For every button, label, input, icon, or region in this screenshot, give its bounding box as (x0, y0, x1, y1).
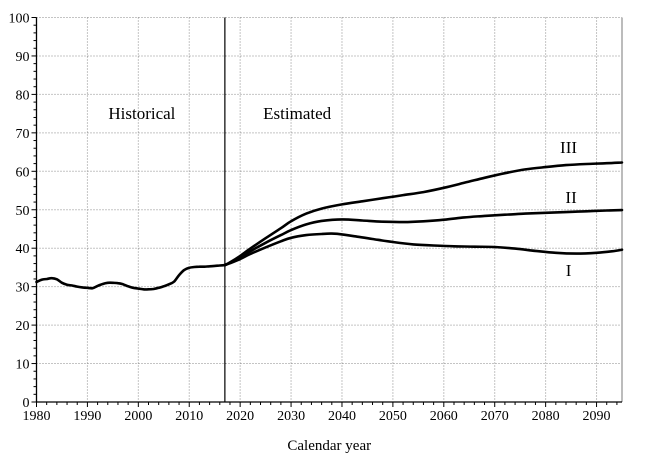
annotation-estimated: Estimated (263, 104, 331, 123)
series-line-historical (35, 263, 227, 291)
x-tick-label-2030: 2030 (277, 409, 305, 424)
y-tick-label-10: 10 (16, 358, 30, 373)
x-tick-label-2000: 2000 (124, 409, 152, 424)
y-tick-label-70: 70 (16, 127, 30, 142)
y-tick-label-60: 60 (16, 165, 30, 180)
annotation-ii: II (565, 188, 577, 207)
x-tick-label-1980: 1980 (23, 409, 51, 424)
y-tick-label-100: 100 (9, 12, 30, 27)
x-tick-label-2080: 2080 (532, 409, 560, 424)
x-tick-label-2070: 2070 (481, 409, 509, 424)
x-tick-label-2090: 2090 (583, 409, 611, 424)
y-tick-label-50: 50 (16, 204, 30, 219)
series-line-alternative-iii (223, 161, 624, 267)
y-tick-label-90: 90 (16, 50, 30, 65)
y-tick-label-0: 0 (23, 396, 30, 411)
y-tick-label-80: 80 (16, 88, 30, 103)
x-tick-label-2010: 2010 (175, 409, 203, 424)
y-tick-label-40: 40 (16, 242, 30, 257)
x-axis-title: Calendar year (287, 438, 371, 454)
x-tick-label-2050: 2050 (379, 409, 407, 424)
series-line-alternative-ii (223, 208, 624, 267)
y-tick-label-30: 30 (16, 281, 30, 296)
annotation-historical: Historical (108, 104, 175, 123)
series-line-alternative-i (223, 232, 624, 267)
y-tick-label-20: 20 (16, 319, 30, 334)
x-tick-label-1990: 1990 (73, 409, 101, 424)
x-tick-label-2060: 2060 (430, 409, 458, 424)
x-tick-label-2040: 2040 (328, 409, 356, 424)
x-tick-label-2020: 2020 (226, 409, 254, 424)
annotation-iii: III (560, 138, 577, 157)
annotation-i: I (566, 261, 572, 280)
